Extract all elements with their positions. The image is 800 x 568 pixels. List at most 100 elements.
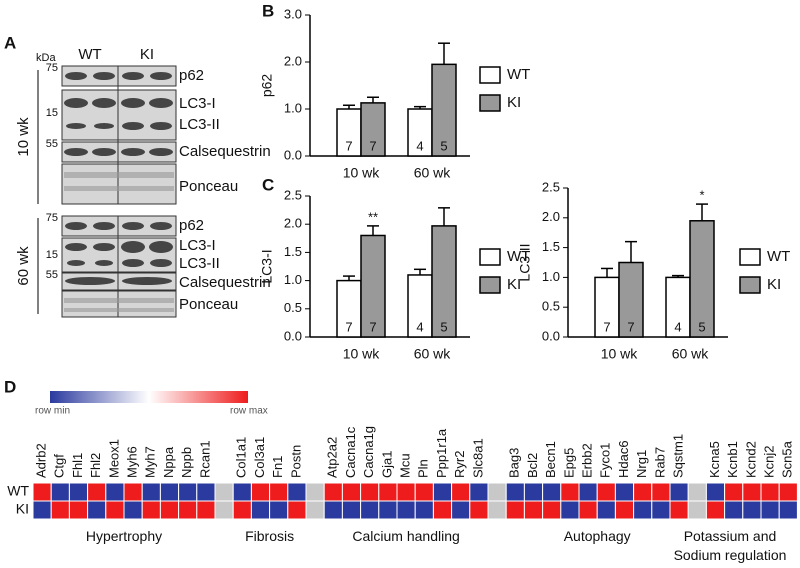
gene-label: Myh7 [143,446,158,478]
panel-label: C [262,175,274,194]
x-tick-label: 10 wk [343,165,381,181]
n-label: 7 [369,138,376,153]
gene-label: Kcnj2 [762,445,777,478]
heat-cell [196,500,216,520]
heat-cell [323,482,343,502]
heat-cell [633,500,653,520]
legend-label: WT [767,248,790,265]
band-label: p62 [179,217,204,234]
gene-label: Slc8a1 [470,438,485,478]
heat-cell [105,500,125,520]
heat-cell [705,482,726,502]
n-label: 7 [345,138,352,153]
heat-cell [742,500,762,520]
gene-label: Kcnd2 [743,441,758,478]
heat-cell [596,500,616,520]
gene-label: Ppp1r1a [434,428,449,478]
gene-label: Nppb [179,447,194,478]
heat-cell [123,482,143,502]
y-tick-label: 0.0 [284,147,302,162]
bar [336,279,362,338]
row-label: KI [16,501,29,517]
legend-swatch [479,94,501,112]
bar [407,108,433,157]
mw-marker: 75 [46,212,58,224]
y-tick-label: 2.5 [284,187,302,202]
legend-label: KI [507,94,521,111]
gene-label: Fhl2 [88,453,103,478]
heat-cell [250,482,271,502]
heat-cell [396,500,416,520]
color-scale [50,391,248,403]
mw-marker: 55 [46,138,58,150]
row-label: WT [7,483,29,499]
y-tick-label: 2.0 [284,216,302,231]
y-axis-label: LC3-II [517,243,533,281]
x-tick-label: 10 wk [601,346,639,362]
band-label: LC3-II [179,116,220,133]
bar [360,234,386,338]
gene-label: Mcu [398,453,413,478]
heat-cell [669,482,689,502]
group-label: Autophagy [563,528,631,544]
y-tick-label: 0.0 [284,328,302,343]
heat-cell [451,482,471,502]
heat-cell [614,482,635,502]
gap-cell [305,482,325,502]
heat-cell [378,500,398,520]
heat-cell [50,482,70,502]
heat-cell [341,500,362,520]
y-axis-label: LC3-I [259,249,275,283]
gap-cell [214,500,234,520]
mw-marker: 15 [46,107,58,119]
gap-cell [305,500,325,520]
band-label: Calsequestrin [179,143,271,160]
heat-cell [68,482,89,502]
heat-cell [287,482,307,502]
y-tick-label: 0.0 [542,328,560,343]
gene-label: Cacna1c [343,426,358,478]
gene-label: Bag3 [507,448,522,478]
gap-cell [214,482,234,502]
y-tick-label: 1.5 [542,239,560,254]
gene-label: Kcnb1 [725,441,740,478]
y-tick-label: 1.0 [284,272,302,287]
bar [689,220,715,338]
x-tick-label: 60 wk [414,165,452,181]
gene-label: Hdac6 [616,440,631,478]
lane-label: KI [140,46,154,63]
group-label: Potassium and Sodium regulation [673,528,787,563]
heat-cell [451,500,471,520]
n-label: 5 [440,138,447,153]
bar [360,102,386,157]
gene-label: Becn1 [543,441,558,478]
y-tick-label: 0.5 [542,299,560,314]
gene-label: Postn [288,445,303,478]
legend-label: KI [507,276,521,293]
legend-swatch [739,276,761,294]
panel-label: A [4,33,16,52]
heat-cell [705,500,726,520]
age-label: 10 wk [15,117,32,157]
heat-cell [560,482,580,502]
heat-cell [269,482,289,502]
n-label: 4 [416,319,423,334]
y-tick-label: 2.5 [542,179,560,194]
gene-label: Pln [416,459,431,478]
heat-cell [159,500,180,520]
gene-label: Gja1 [379,451,394,478]
heat-cell [778,500,798,520]
y-tick-label: 3.0 [284,6,302,21]
y-axis-label: p62 [259,74,275,98]
heat-cell [341,482,362,502]
band-label: LC3-II [179,255,220,272]
band-label: Calsequestrin [179,274,271,291]
gene-label: Rcan1 [197,440,212,478]
heat-cell [123,500,143,520]
heat-cell [159,482,180,502]
bar [618,261,644,338]
gene-label: Meox1 [106,439,121,478]
heat-cell [287,500,307,520]
age-label: 60 wk [15,246,32,286]
gene-label: Atp2a2 [325,437,340,478]
